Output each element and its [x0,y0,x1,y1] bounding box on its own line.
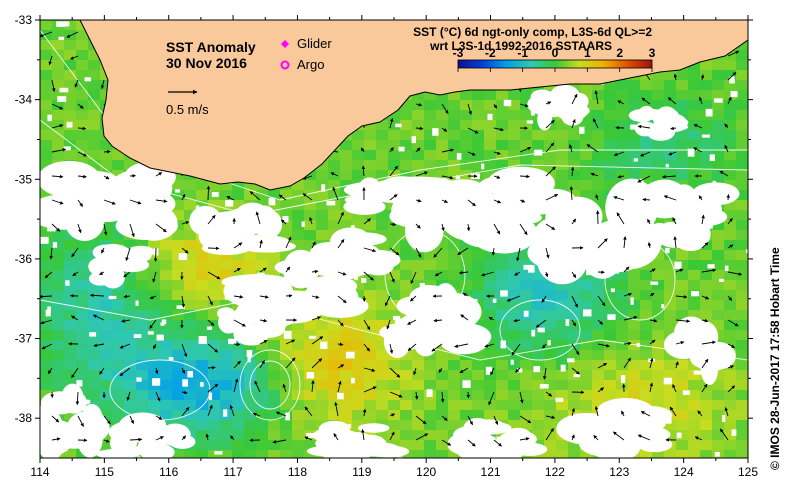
colorbar-tick-label: 0 [552,46,559,60]
glider-diamond-icon [281,40,289,48]
lon-tick-label: 119 [352,465,371,479]
map-date: 30 Nov 2016 [166,55,247,71]
colorbar-tick-label: -2 [485,46,496,60]
colorbar-tick-label: 1 [584,46,591,60]
lon-tick-label: 122 [545,465,565,479]
lon-tick-label: 120 [416,465,436,479]
lon-tick-label: 123 [609,465,629,479]
colorbar-tick-label: 3 [649,46,656,60]
lat-tick-label: -35 [15,172,33,186]
argo-ring-icon [280,60,290,70]
lon-tick-label: 116 [159,465,178,479]
data-description-line-2: wrt L3S-1d 1992-2016 SSTAARS [429,39,612,53]
lon-tick-label: 125 [738,465,758,479]
lon-tick-label: 124 [674,465,694,479]
map-layers [40,20,748,458]
colorbar-tick-label: -3 [453,46,464,60]
colorbar-gradient [457,59,653,69]
map-title: SST Anomaly [166,39,256,55]
lon-tick-label: 115 [95,465,114,479]
longitude-axis: 114 115 116 117 118 119 120 121 122 123 124 125 [30,15,758,479]
colorbar: -3 -2 -1 0 1 2 3 [453,46,656,72]
lat-tick-label: -38 [15,411,33,425]
legend-argo-label: Argo [297,57,324,72]
legend-glider-label: Glider [297,36,332,51]
lon-tick-label: 118 [288,465,307,479]
lon-tick-label: 114 [30,465,49,479]
lat-tick-label: -33 [15,13,33,27]
lat-tick-label: -36 [15,252,33,266]
lon-tick-label: 121 [481,465,501,479]
colorbar-tick-label: 2 [616,46,623,60]
latitude-axis: -33-34-35-36-37-38 [15,13,753,425]
data-description-line-1: SST (°C) 6d ngt-only comp, L3S-6d QL>=2 [413,25,652,39]
legend: Glider Argo [280,36,332,72]
imos-credit: © IMOS 28-Jun-2017 17:58 Hobart Time [768,247,782,470]
lat-tick-label: -34 [15,93,33,107]
colorbar-tick-label: -1 [517,46,528,60]
lat-tick-label: -37 [15,332,33,346]
colorbar-ticks: -3 -2 -1 0 1 2 3 [453,46,656,72]
scale-label: 0.5 m/s [166,102,209,117]
lon-tick-label: 117 [224,465,243,479]
